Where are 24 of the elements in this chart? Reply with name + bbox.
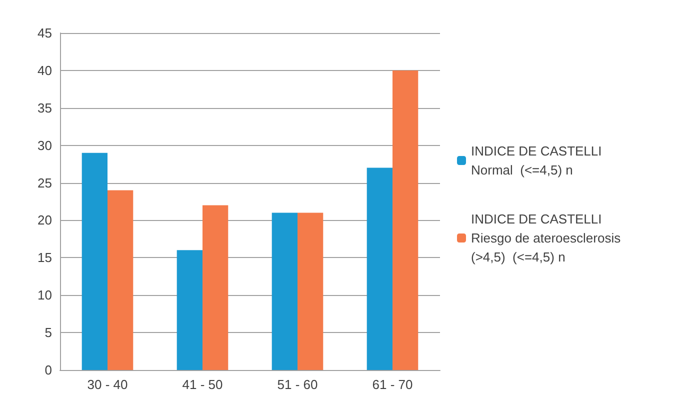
bar: [272, 212, 298, 370]
bar: [366, 168, 392, 370]
legend-label: INDICE DE CASTELLI Riesgo de ateroesclerosis (>4,5) (<=4,5) n: [471, 212, 622, 264]
x-tick-label: 41 - 50: [182, 377, 223, 392]
bar: [298, 212, 324, 370]
bar: [108, 190, 134, 370]
y-tick-label: 35: [38, 100, 52, 116]
legend-label: INDICE DE CASTELLI Normal (<=4,5) n: [471, 144, 602, 178]
x-tick-label: 61 - 70: [372, 377, 413, 392]
y-tick-label: 40: [38, 62, 52, 78]
x-tick-label: 51 - 60: [277, 377, 318, 392]
bar: [392, 70, 418, 370]
bar: [202, 205, 228, 370]
y-tick-label: 45: [38, 26, 52, 40]
x-tick-label: 30 - 40: [87, 377, 128, 392]
bar: [176, 250, 202, 370]
y-tick-label: 0: [44, 362, 52, 378]
y-tick-label: 20: [38, 212, 52, 228]
bar: [82, 152, 108, 370]
y-tick-label: 25: [38, 175, 52, 190]
y-tick-label: 10: [38, 288, 52, 303]
y-tick-label: 5: [44, 325, 52, 340]
y-tick-label: 30: [38, 138, 52, 153]
y-tick-label: 15: [38, 250, 52, 266]
